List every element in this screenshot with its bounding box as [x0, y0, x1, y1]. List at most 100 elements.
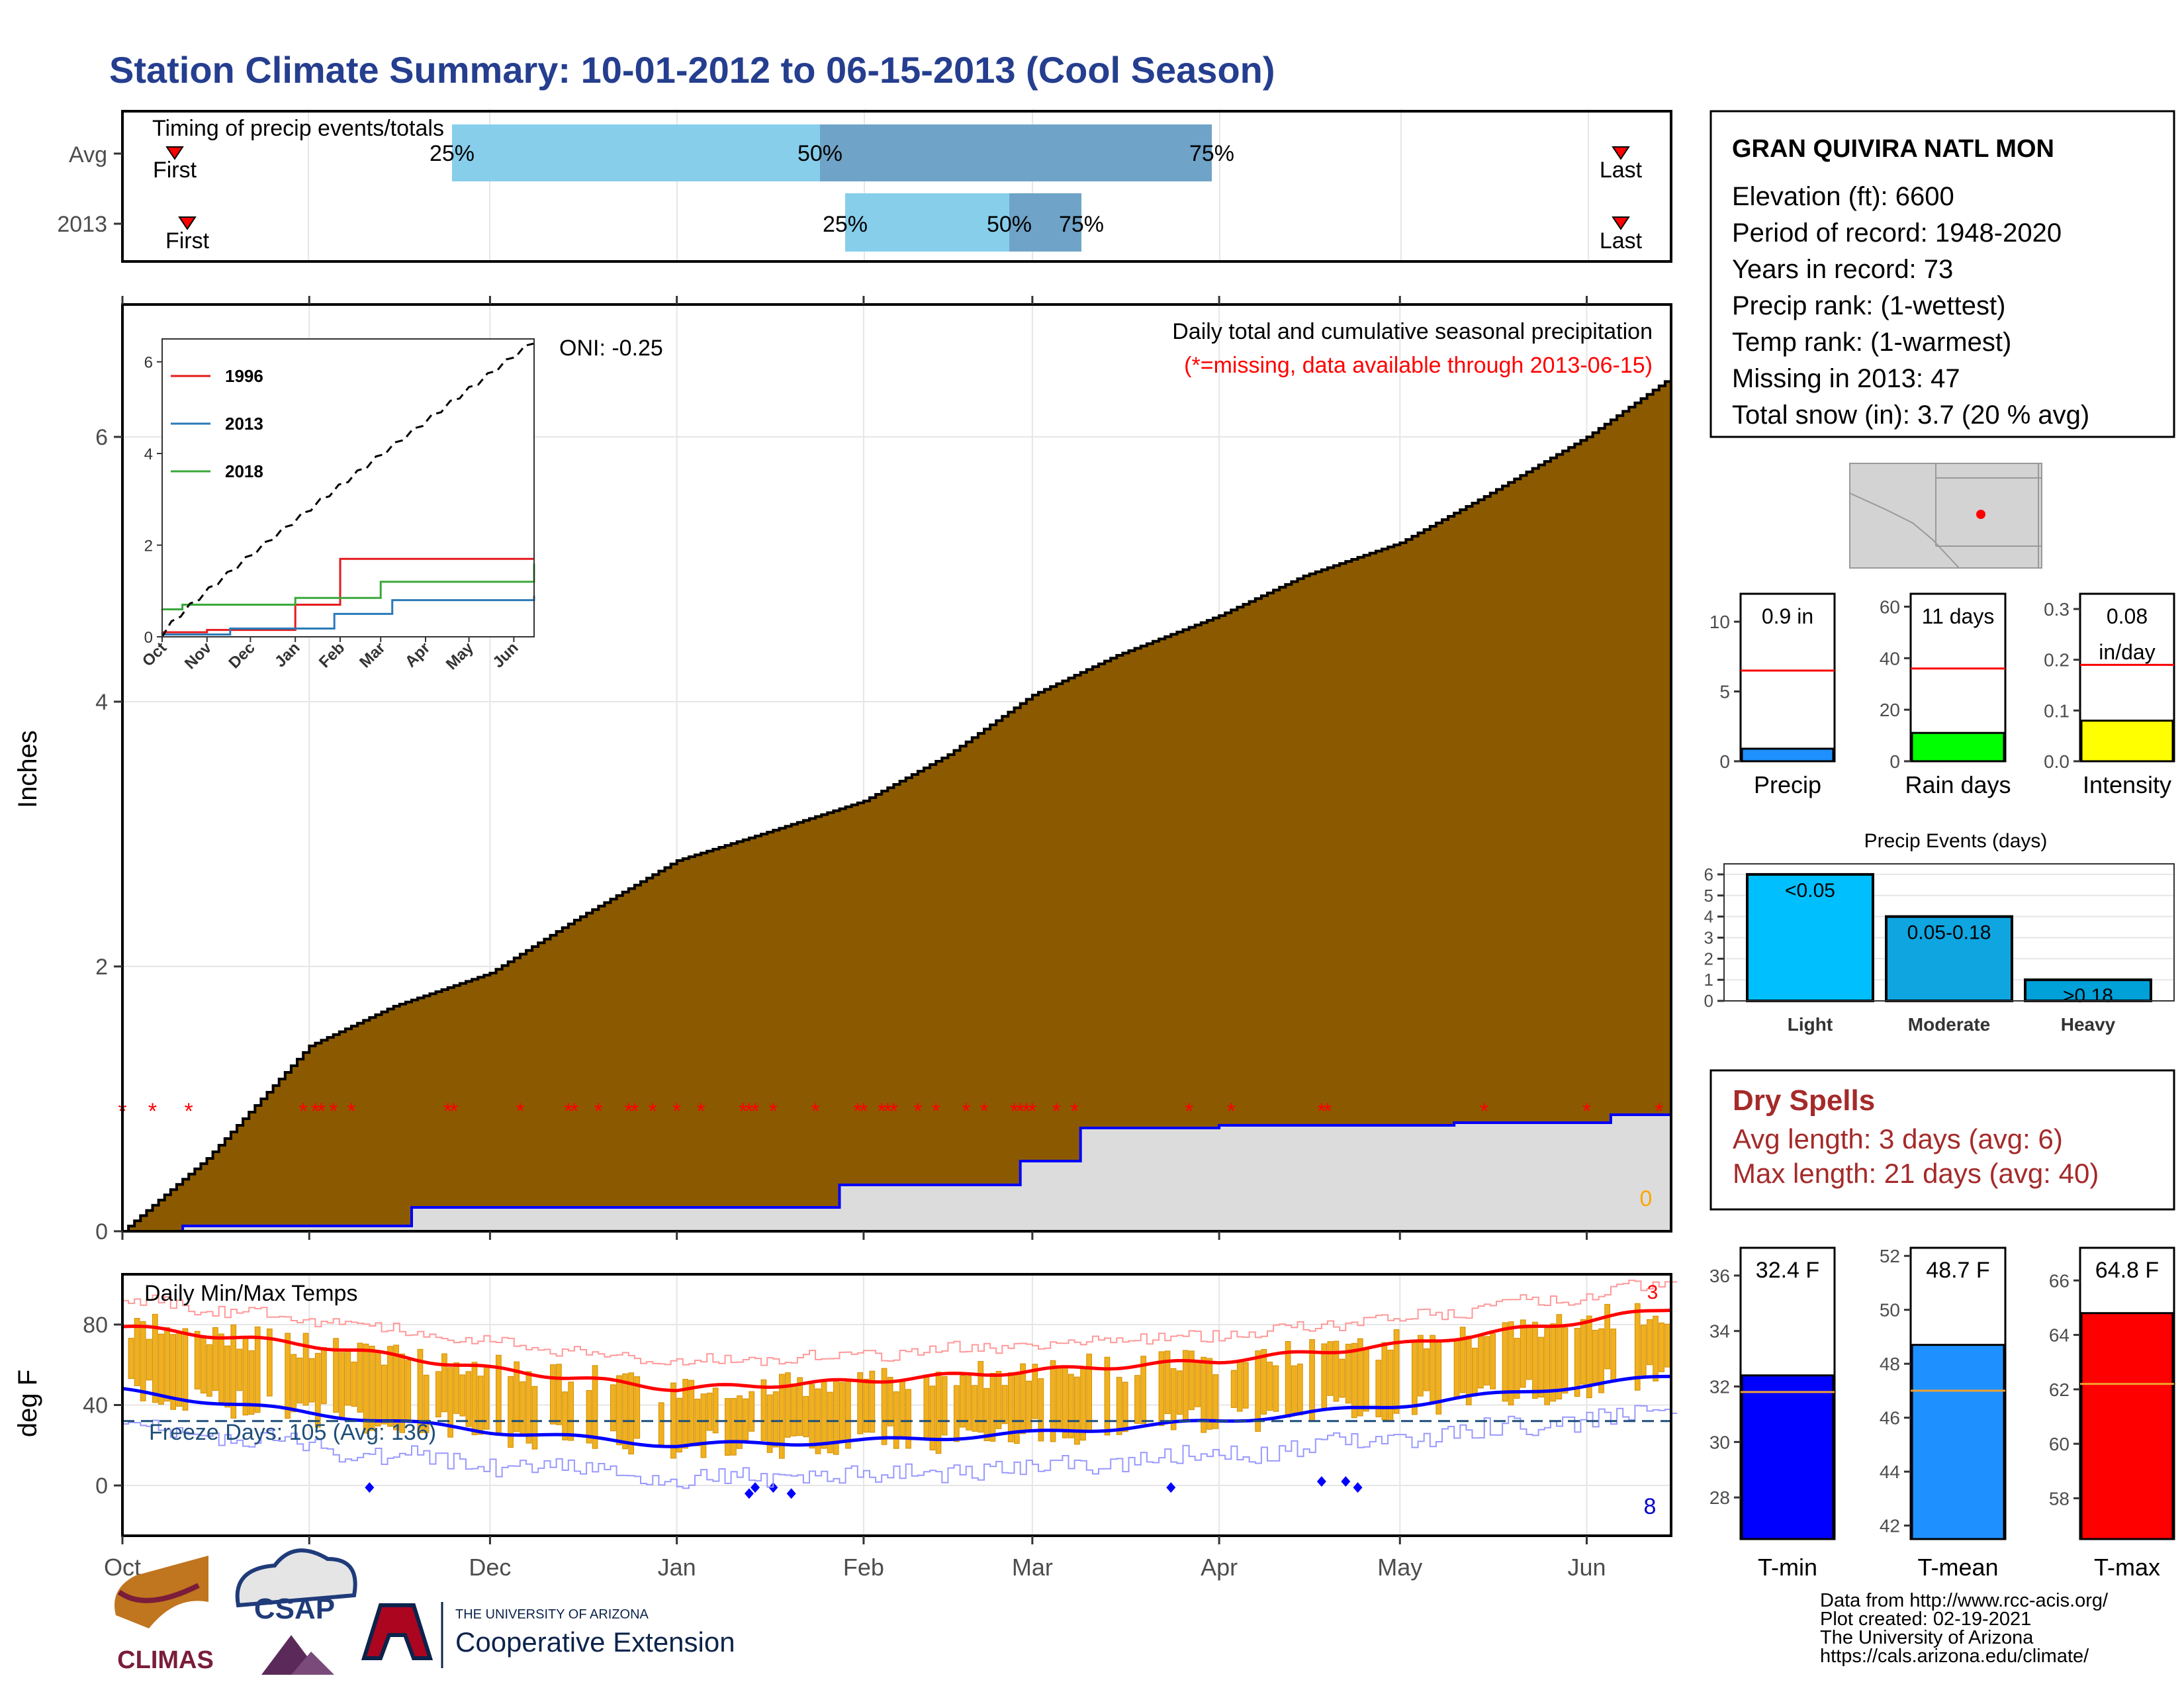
- daily-temp-bar: [435, 1371, 441, 1418]
- daily-temp-bar: [1387, 1350, 1394, 1422]
- summary-bar: [2080, 1312, 2174, 1540]
- daily-temp-bar: [345, 1348, 351, 1406]
- daily-temp-bar: [405, 1360, 412, 1421]
- daily-temp-bar: [267, 1329, 273, 1397]
- daily-temp-bar: [628, 1372, 634, 1455]
- daily-temp-bar: [1514, 1338, 1520, 1399]
- summary-bar: [2080, 720, 2174, 763]
- daily-temp-bar: [966, 1376, 972, 1430]
- daily-temp-bar: [520, 1381, 526, 1436]
- missing-marker: *: [516, 1099, 524, 1124]
- missing-marker: *: [913, 1099, 922, 1124]
- daily-temp-bar: [1472, 1348, 1478, 1397]
- daily-temp-bar: [989, 1373, 996, 1442]
- missing-marker: *: [185, 1099, 193, 1124]
- inset-xtick-label: Dec: [225, 639, 258, 672]
- missing-marker: *: [979, 1099, 988, 1124]
- missing-marker: *: [564, 1099, 572, 1124]
- daily-temp-bar: [1351, 1342, 1357, 1419]
- summary-tick-label: 46: [1880, 1408, 1900, 1429]
- ua-logo-large-text: Cooperative Extension: [455, 1626, 735, 1658]
- daily-temp-bar: [1580, 1319, 1586, 1385]
- summary-axis-label: T-mean: [1917, 1554, 1998, 1581]
- daily-temp-bar: [857, 1372, 864, 1434]
- dry-spells-panel: Dry Spells Avg length: 3 days (avg: 6) M…: [1709, 1069, 2175, 1211]
- summary-tick-label: 0.2: [2044, 650, 2070, 671]
- daily-temp-bar: [622, 1373, 628, 1450]
- daily-temp-bar: [1375, 1360, 1382, 1417]
- daily-temp-bar: [960, 1375, 966, 1428]
- record-low-marker: [365, 1482, 375, 1493]
- daily-temp-bar: [339, 1352, 345, 1419]
- event-category-label: Moderate: [1908, 1014, 1990, 1035]
- obs-last-label: Last: [1600, 228, 1643, 254]
- record-low-marker: [1316, 1476, 1326, 1487]
- month-tick-label: Feb: [843, 1554, 884, 1581]
- daily-temp-bar: [1412, 1340, 1418, 1415]
- snow-count: 0: [1640, 1186, 1653, 1211]
- temp-title: Daily Min/Max Temps: [144, 1281, 357, 1306]
- precip-events-title: Precip Events (days): [1864, 830, 2048, 852]
- daily-temp-bar: [881, 1368, 887, 1445]
- daily-temp-bar: [471, 1362, 478, 1436]
- event-category-label: Light: [1788, 1014, 1833, 1035]
- events-tick-label: 1: [1704, 970, 1713, 990]
- daily-temp-bar: [863, 1378, 870, 1433]
- daily-temp-bar: [1032, 1364, 1038, 1419]
- summary-tick-label: 0.3: [2044, 599, 2070, 620]
- record-low-marker: [744, 1488, 754, 1499]
- daily-temp-bar: [1273, 1365, 1279, 1412]
- inset-xtick-label: Mar: [356, 639, 388, 671]
- daily-temp-bar: [1520, 1319, 1526, 1388]
- inset-legend-label: 1996: [225, 366, 263, 386]
- daily-temp-bar: [194, 1331, 201, 1389]
- inset-xtick-label: Nov: [181, 639, 216, 673]
- avg-p75-label: 75%: [1189, 141, 1234, 166]
- avg-row-label: Avg: [69, 142, 107, 167]
- daily-temp-bar: [1026, 1380, 1032, 1432]
- daily-temp-bar: [1122, 1382, 1128, 1432]
- station-info-line: Years in record: 73: [1732, 255, 1953, 284]
- daily-temp-bar: [827, 1391, 833, 1454]
- summary-tick-label: 32: [1709, 1377, 1730, 1397]
- daily-temp-bar: [1206, 1358, 1213, 1430]
- daily-temp-bar: [845, 1378, 851, 1449]
- inset-avg-line: [161, 342, 535, 637]
- summary-tick-label: 60: [2049, 1434, 2070, 1454]
- daily-temp-bar: [1604, 1303, 1611, 1370]
- daily-temp-bar: [772, 1391, 779, 1448]
- inset-legend-label: 2013: [225, 414, 263, 434]
- summary-value-label: 0.9 in: [1762, 604, 1813, 628]
- summary-value-label: 48.7 F: [1926, 1258, 1989, 1283]
- summary-tick-label: 0.0: [2044, 751, 2070, 772]
- daily-temp-bar: [1574, 1328, 1580, 1397]
- daily-temp-bar: [236, 1348, 243, 1391]
- daily-temp-bar: [887, 1377, 893, 1427]
- missing-marker: *: [299, 1099, 308, 1124]
- csap-logo: CSAP: [235, 1548, 357, 1675]
- daily-temp-bar: [1050, 1360, 1056, 1442]
- daily-temp-bar: [314, 1352, 321, 1428]
- footer-credits: Data from http://www.rcc-acis.org/ Plot …: [1820, 1590, 2109, 1667]
- summary-tick-label: 60: [1880, 596, 1900, 617]
- inset-series-line: [161, 595, 535, 635]
- summary-tick-label: 5: [1719, 682, 1730, 702]
- daily-temp-bar: [1634, 1303, 1641, 1391]
- location-map: [1849, 463, 2042, 569]
- daily-temp-bar: [128, 1338, 134, 1380]
- summary-axis-label: T-max: [2094, 1554, 2160, 1581]
- event-bar-label: >0.18: [2063, 985, 2113, 1007]
- daily-temp-bar: [393, 1344, 399, 1430]
- missing-marker: *: [1052, 1099, 1061, 1124]
- events-tick-label: 4: [1704, 907, 1713, 927]
- daily-temp-bar: [1339, 1358, 1345, 1398]
- dry-spells-max: Max length: 21 days (avg: 40): [1733, 1158, 2099, 1189]
- daily-temp-bar: [1230, 1370, 1237, 1408]
- daily-temp-bar: [1164, 1350, 1171, 1415]
- missing-marker: *: [1070, 1099, 1079, 1124]
- summary-axis-label: Intensity: [2083, 771, 2171, 798]
- daily-temp-bar: [610, 1384, 616, 1432]
- missing-marker: *: [1317, 1099, 1326, 1124]
- csap-logo-text: CSAP: [254, 1593, 335, 1625]
- tmin-panel: 28 30 32 34 36 32.4 F T-min: [1709, 1246, 1836, 1581]
